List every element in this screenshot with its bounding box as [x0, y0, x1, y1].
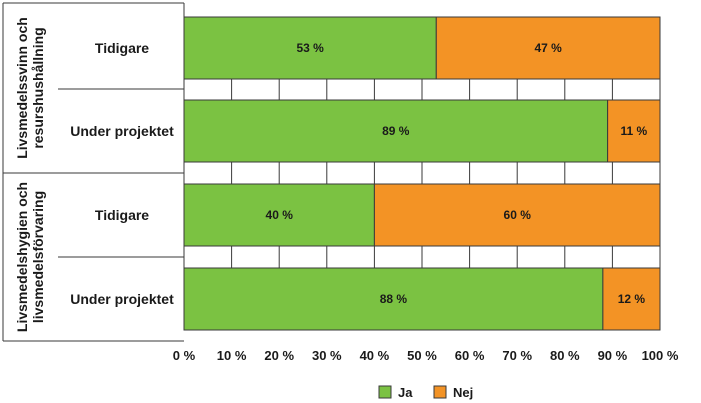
bar-nej-1 — [607, 99, 661, 163]
data-label: 11 % — [620, 124, 647, 138]
data-label: 40 % — [266, 208, 294, 222]
data-label: 60 % — [504, 208, 532, 222]
category-label: Tidigare — [95, 207, 149, 223]
bar-ja-2 — [183, 183, 375, 247]
x-tick-label: 90 % — [598, 348, 628, 363]
bars — [183, 16, 661, 331]
x-tick-label: 40 % — [360, 348, 390, 363]
category-frame — [2, 2, 185, 342]
x-tick-label: 10 % — [217, 348, 247, 363]
legend-swatch-ja — [378, 385, 392, 399]
category-label: Under projektet — [70, 123, 174, 139]
labels: 53 % 47 % 89 % 11 % 40 % 60 % 88 % 12 % Tidigare… — [14, 17, 679, 363]
x-tick-label: 50 % — [407, 348, 437, 363]
data-label: 47 % — [534, 41, 562, 55]
bar-ja-1 — [183, 99, 609, 163]
data-label: 88 % — [380, 292, 408, 306]
bar-ja-0 — [183, 16, 437, 80]
bar-nej-3 — [602, 267, 661, 331]
x-tick-label: 0 % — [173, 348, 196, 363]
legend: Ja Nej — [378, 385, 473, 400]
legend-label-ja: Ja — [398, 385, 413, 400]
bar-nej-0 — [435, 16, 661, 80]
legend-swatch-nej — [433, 385, 447, 399]
x-tick-label: 80 % — [550, 348, 580, 363]
bar-nej-2 — [373, 183, 661, 247]
x-tick-label: 20 % — [264, 348, 294, 363]
group-label: Livsmedelssvinn ochresurshushållning — [14, 17, 46, 159]
x-tick-label: 100 % — [642, 348, 679, 363]
data-label: 53 % — [296, 41, 324, 55]
category-label: Tidigare — [95, 40, 149, 56]
x-tick-label: 60 % — [455, 348, 485, 363]
group-label: Livsmedelshygien ochlivsmedelsförvaring — [14, 182, 46, 332]
category-label: Under projektet — [70, 291, 174, 307]
x-tick-label: 30 % — [312, 348, 342, 363]
legend-label-nej: Nej — [453, 385, 473, 400]
data-label: 12 % — [618, 292, 646, 306]
bar-ja-3 — [183, 267, 604, 331]
x-tick-label: 70 % — [502, 348, 532, 363]
data-label: 89 % — [382, 124, 410, 138]
